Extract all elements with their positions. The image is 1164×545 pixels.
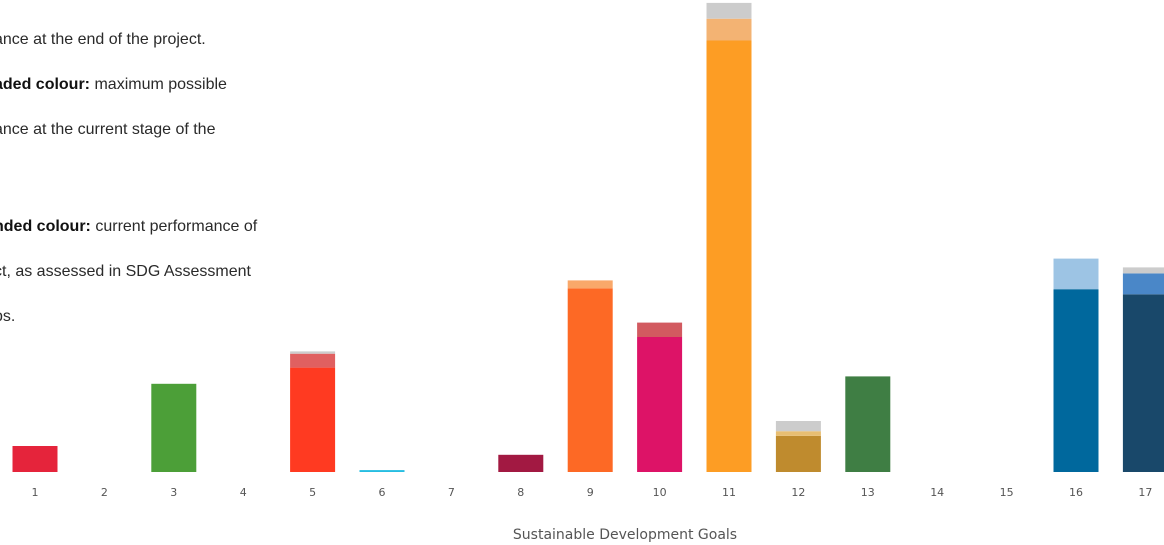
bar-sdg-11-max-end <box>706 2 752 19</box>
legend-line-5: ct, as assessed in SDG Assessment <box>0 262 251 282</box>
x-tick-label-2: 2 <box>101 486 108 499</box>
x-tick-label-5: 5 <box>309 486 316 499</box>
bar-sdg-5-max-stage <box>290 353 336 368</box>
legend-line-4-bold: nded colour: <box>0 218 91 235</box>
bar-sdg-3-current <box>151 383 197 472</box>
x-tick-label-16: 16 <box>1069 486 1083 499</box>
bar-sdg-8-current <box>498 454 544 472</box>
bar-sdg-5-max-end <box>290 351 336 354</box>
x-tick-label-4: 4 <box>240 486 247 499</box>
bar-sdg-11-current <box>706 40 752 472</box>
legend-line-1: ance at the end of the project. <box>0 30 206 50</box>
legend-line-2: aded colour: maximum possible <box>0 75 227 95</box>
bar-sdg-12-max-stage <box>775 431 821 436</box>
x-tick-label-13: 13 <box>861 486 875 499</box>
x-tick-label-15: 15 <box>1000 486 1014 499</box>
x-tick-label-10: 10 <box>653 486 667 499</box>
x-tick-labels: 1 2 3 4 5 6 7 8 9 10 11 12 13 14 15 16 17 <box>32 486 1153 499</box>
x-tick-label-3: 3 <box>170 486 177 499</box>
bar-sdg-5-current <box>290 367 336 472</box>
legend-line-6-text: ps. <box>0 308 16 325</box>
bar-sdg-1-current <box>12 446 58 472</box>
bar-sdg-9-max-stage <box>567 280 613 289</box>
bar-sdg-9-current <box>567 288 613 472</box>
x-axis-label: Sustainable Development Goals <box>513 527 737 543</box>
legend-line-3: ance at the current stage of the <box>0 120 215 140</box>
x-tick-label-6: 6 <box>379 486 386 499</box>
bar-sdg-16-current <box>1053 289 1099 472</box>
legend-line-3-text: ance at the current stage of the <box>0 121 216 138</box>
bar-sdg-11-max-stage <box>706 18 752 41</box>
legend-line-2-text: maximum possible <box>90 76 227 93</box>
legend-line-2-bold: aded colour: <box>0 76 91 93</box>
bar-sdg-10-current <box>637 337 683 472</box>
x-tick-label-1: 1 <box>32 486 39 499</box>
bar-sdg-16-max-stage <box>1053 258 1099 290</box>
bars-group <box>12 2 1164 472</box>
bar-sdg-12-max-end <box>775 421 821 432</box>
bar-sdg-12-current <box>775 435 821 472</box>
legend-line-5-text: ct, as assessed in SDG Assessment <box>0 263 251 280</box>
bar-sdg-6-current <box>359 470 405 472</box>
x-tick-label-14: 14 <box>930 486 944 499</box>
bar-sdg-17-max-stage <box>1122 273 1164 295</box>
x-tick-label-9: 9 <box>587 486 594 499</box>
x-tick-label-8: 8 <box>517 486 524 499</box>
legend-text: ance at the end of the project. aded col… <box>0 0 360 360</box>
legend-line-4-text: current performance of <box>90 218 258 235</box>
x-tick-label-7: 7 <box>448 486 455 499</box>
x-tick-label-11: 11 <box>722 486 736 499</box>
bar-sdg-10-max-stage <box>637 322 683 337</box>
bar-sdg-13-current <box>845 376 891 472</box>
x-tick-label-12: 12 <box>791 486 805 499</box>
legend-line-6: ps. <box>0 307 15 327</box>
x-tick-label-17: 17 <box>1138 486 1152 499</box>
bar-sdg-17-current <box>1122 294 1164 472</box>
bar-sdg-17-max-end <box>1122 267 1164 274</box>
legend-line-1-text: ance at the end of the project. <box>0 31 206 48</box>
legend-line-4: nded colour: current performance of <box>0 217 257 237</box>
